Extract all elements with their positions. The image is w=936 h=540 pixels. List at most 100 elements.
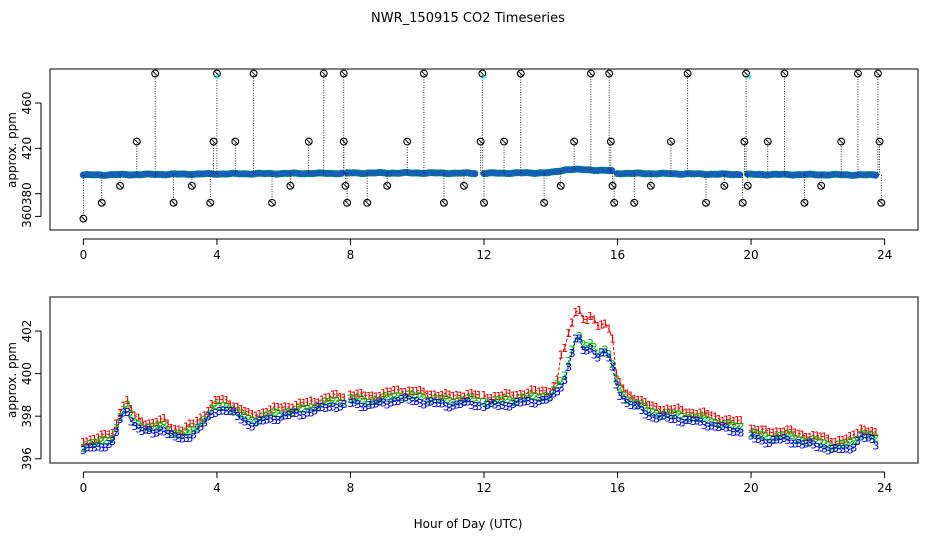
series-2-marker: 2 (858, 428, 865, 441)
series-2-marker: 2 (398, 391, 405, 404)
series-2-marker: 2 (300, 402, 307, 415)
top-spike-point (683, 69, 692, 78)
series-3-marker: 3 (697, 415, 704, 428)
series-3-marker: 3 (131, 420, 138, 433)
top-spike-cross (441, 200, 447, 206)
series-3: 3333333333333333333333333333333333333333… (80, 333, 880, 458)
series-2-marker: 2 (631, 398, 638, 411)
top-baseline-point (735, 171, 744, 179)
top-spike-point (419, 69, 428, 78)
series-3-line (83, 403, 345, 451)
series-1-marker: 1 (161, 412, 168, 425)
top-spike-cross (765, 138, 771, 145)
series-2-marker: 2 (558, 375, 565, 388)
series-3-marker: 3 (536, 395, 543, 408)
series-1-marker: 1 (278, 402, 285, 415)
series-3-marker: 3 (664, 412, 671, 425)
top-spike-cross (878, 200, 884, 206)
series-3-marker: 3 (755, 433, 762, 446)
series-3-marker: 3 (450, 399, 457, 412)
bottom-x-tick-label: 4 (213, 481, 221, 495)
bottom-plot-frame (49, 296, 919, 464)
series-1-marker: 1 (869, 425, 876, 438)
series-1-marker: 1 (539, 384, 546, 397)
bottom-x-tick-label: 20 (743, 481, 758, 495)
series-2-marker: 2 (583, 340, 590, 353)
bottom-y-tick-label: 398 (20, 405, 34, 428)
top-spike-cross (684, 70, 691, 77)
series-3-marker: 3 (762, 437, 769, 450)
series-1-marker: 1 (131, 410, 138, 423)
series-3-marker: 3 (109, 435, 116, 448)
series-1-marker: 1 (300, 397, 307, 410)
top-spike-cross (321, 70, 327, 77)
series-1-marker: 1 (506, 388, 513, 401)
series-2-marker: 2 (245, 412, 252, 425)
series-3-marker: 3 (300, 409, 307, 422)
series-1-marker: 1 (172, 423, 179, 436)
series-2-marker: 2 (762, 429, 769, 442)
series-2-marker: 2 (506, 394, 513, 407)
series-3-marker: 3 (369, 399, 376, 412)
series-3-marker: 3 (245, 419, 252, 432)
series-2-marker: 2 (164, 424, 171, 437)
series-3-marker: 3 (828, 443, 835, 456)
series-3-marker: 3 (550, 387, 557, 400)
series-1: 1111111111111111111111111111111111111111… (80, 304, 880, 449)
series-2-marker: 2 (854, 433, 861, 446)
series-3-marker: 3 (708, 419, 715, 432)
series-2-marker: 2 (701, 411, 708, 424)
series-3-marker: 3 (395, 395, 402, 408)
top-spike-cross (189, 183, 195, 189)
series-2-marker: 2 (87, 438, 94, 451)
series-2-marker: 2 (146, 422, 153, 435)
series-3-marker: 3 (95, 440, 102, 453)
top-spike-cross (481, 200, 487, 206)
series-3-marker: 3 (488, 397, 495, 410)
top-spike-cross (341, 70, 347, 77)
series-1-marker: 1 (457, 390, 464, 403)
series-2-marker: 2 (402, 391, 409, 404)
series-1-line (751, 427, 877, 443)
series-3-marker: 3 (139, 425, 146, 438)
series-3-marker: 3 (219, 404, 226, 417)
series-2-marker: 2 (230, 405, 237, 418)
series-1-marker: 1 (708, 410, 715, 423)
top-y-tick-label: 420 (20, 137, 34, 160)
series-1-marker: 1 (861, 424, 868, 437)
top-flagged-point: * (481, 72, 487, 86)
top-spike-point (341, 181, 350, 190)
series-2-marker: 2 (351, 394, 358, 407)
series-3-marker: 3 (439, 397, 446, 410)
top-spike-point (249, 69, 258, 78)
series-2-marker: 2 (311, 402, 318, 415)
top-spike-cross (609, 183, 616, 189)
series-2-marker: 2 (528, 389, 535, 402)
series-2-marker: 2 (616, 381, 623, 394)
series-3-marker: 3 (624, 397, 631, 410)
series-3-marker: 3 (362, 401, 369, 414)
series-3-marker: 3 (293, 407, 300, 420)
series-2-marker: 2 (216, 400, 223, 413)
series-2-marker: 2 (373, 395, 380, 408)
series-2-marker: 2 (550, 385, 557, 398)
series-1-marker: 1 (664, 403, 671, 416)
series-2-marker: 2 (384, 390, 391, 403)
series-1-marker: 1 (755, 424, 762, 437)
series-2-line (483, 335, 742, 428)
series-2-marker: 2 (249, 414, 256, 427)
series-3-marker: 3 (468, 399, 475, 412)
series-2-marker: 2 (734, 421, 741, 434)
series-3-marker: 3 (510, 398, 517, 411)
series-2-marker: 2 (365, 397, 372, 410)
series-3-marker: 3 (308, 406, 315, 419)
series-1-marker: 1 (690, 407, 697, 420)
series-1-marker: 1 (450, 390, 457, 403)
series-1-marker: 1 (536, 385, 543, 398)
series-2-marker: 2 (532, 390, 539, 403)
top-spike-cross (479, 70, 486, 77)
series-1-marker: 1 (442, 387, 449, 400)
top-spike-point (877, 198, 886, 207)
series-1-marker: 1 (799, 428, 806, 441)
